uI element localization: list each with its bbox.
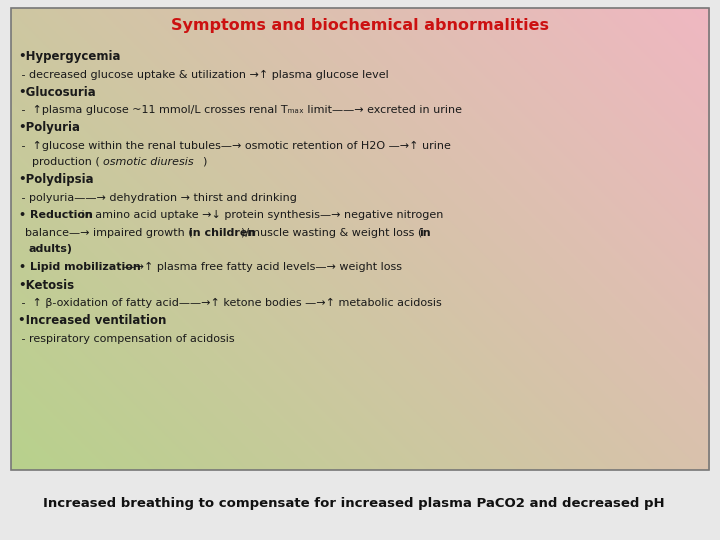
Text: - polyuria——→ dehydration → thirst and drinking: - polyuria——→ dehydration → thirst and d… <box>18 193 297 202</box>
Text: osmotic diuresis: osmotic diuresis <box>103 157 194 167</box>
Text: Increased breathing to compensate for increased plasma PaCO2 and decreased pH: Increased breathing to compensate for in… <box>43 497 665 510</box>
Text: •: • <box>18 211 25 220</box>
Text: •Polydipsia: •Polydipsia <box>18 173 94 186</box>
Text: —→↑ plasma free fatty acid levels—→ weight loss: —→↑ plasma free fatty acid levels—→ weig… <box>120 262 402 272</box>
Text: - respiratory compensation of acidosis: - respiratory compensation of acidosis <box>18 334 235 343</box>
Text: production (: production ( <box>18 157 100 167</box>
Text: •Hypergycemia: •Hypergycemia <box>18 50 120 63</box>
Text: •Ketosis: •Ketosis <box>18 279 74 292</box>
Text: )/muscle wasting & weight loss (: )/muscle wasting & weight loss ( <box>241 228 423 238</box>
Text: in amino acid uptake →↓ protein synthesis—→ negative nitrogen: in amino acid uptake →↓ protein synthesi… <box>78 211 443 220</box>
Text: -  ↑plasma glucose ~11 mmol/L crosses renal Tₘₐₓ limit——→ excreted in urine: - ↑plasma glucose ~11 mmol/L crosses ren… <box>18 105 462 115</box>
Text: balance—→ impaired growth (: balance—→ impaired growth ( <box>18 228 193 238</box>
Text: Symptoms and biochemical abnormalities: Symptoms and biochemical abnormalities <box>171 18 549 33</box>
Text: in children: in children <box>189 228 255 238</box>
Text: -  ↑glucose within the renal tubules—→ osmotic retention of H2O —→↑ urine: - ↑glucose within the renal tubules—→ os… <box>18 141 451 151</box>
Text: adults): adults) <box>28 245 72 254</box>
Text: •Increased ventilation: •Increased ventilation <box>18 314 166 327</box>
Text: -  ↑ β-oxidation of fatty acid——→↑ ketone bodies —→↑ metabolic acidosis: - ↑ β-oxidation of fatty acid——→↑ ketone… <box>18 298 442 308</box>
Text: Lipid mobilization: Lipid mobilization <box>30 262 140 272</box>
Text: •: • <box>18 262 25 272</box>
Text: Reduction: Reduction <box>30 211 92 220</box>
Text: in: in <box>419 228 431 238</box>
Text: •Glucosuria: •Glucosuria <box>18 86 96 99</box>
Text: - decreased glucose uptake & utilization →↑ plasma glucose level: - decreased glucose uptake & utilization… <box>18 70 389 79</box>
Text: •Polyuria: •Polyuria <box>18 122 80 134</box>
Text: ): ) <box>202 157 206 167</box>
